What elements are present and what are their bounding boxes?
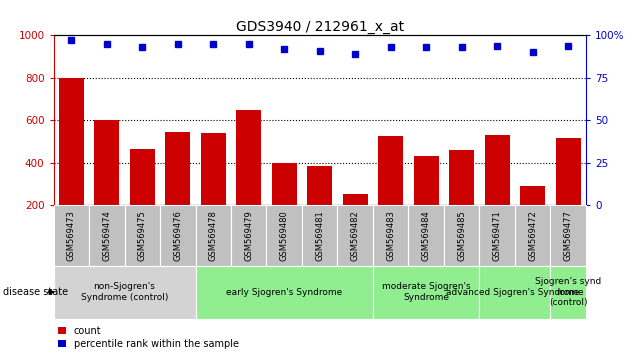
Text: GSM569472: GSM569472 xyxy=(528,210,537,261)
Bar xyxy=(373,266,479,319)
Bar xyxy=(479,205,515,266)
Text: advanced Sjogren's Syndrome: advanced Sjogren's Syndrome xyxy=(446,287,584,297)
Bar xyxy=(479,266,551,319)
Text: Sjogren’s synd
rome
(control): Sjogren’s synd rome (control) xyxy=(535,277,601,307)
Bar xyxy=(484,135,510,248)
Bar xyxy=(54,205,89,266)
Text: GSM569475: GSM569475 xyxy=(138,210,147,261)
Bar xyxy=(444,205,479,266)
Bar xyxy=(160,205,195,266)
Bar xyxy=(307,166,332,248)
Bar xyxy=(414,156,438,248)
Text: GSM569477: GSM569477 xyxy=(564,210,573,261)
Bar xyxy=(378,136,403,248)
Bar xyxy=(94,120,119,248)
Text: early Sjogren's Syndrome: early Sjogren's Syndrome xyxy=(226,287,342,297)
Bar xyxy=(165,132,190,248)
Bar xyxy=(338,205,373,266)
Text: GSM569485: GSM569485 xyxy=(457,210,466,261)
Bar xyxy=(59,78,84,248)
Text: GSM569471: GSM569471 xyxy=(493,210,501,261)
Text: moderate Sjogren's
Syndrome: moderate Sjogren's Syndrome xyxy=(382,282,471,302)
Text: GSM569479: GSM569479 xyxy=(244,210,253,261)
Bar xyxy=(125,205,160,266)
Bar xyxy=(272,163,297,248)
Bar xyxy=(408,205,444,266)
Text: GSM569481: GSM569481 xyxy=(315,210,324,261)
Bar xyxy=(201,133,226,248)
Bar xyxy=(373,205,408,266)
Bar xyxy=(89,205,125,266)
Bar xyxy=(515,205,551,266)
Text: non-Sjogren's
Syndrome (control): non-Sjogren's Syndrome (control) xyxy=(81,282,168,302)
Bar xyxy=(236,110,261,248)
Text: GSM569473: GSM569473 xyxy=(67,210,76,261)
Bar xyxy=(551,266,586,319)
Text: disease state: disease state xyxy=(3,287,68,297)
Bar xyxy=(231,205,266,266)
Bar xyxy=(195,266,373,319)
Bar xyxy=(130,149,155,248)
Text: GSM569478: GSM569478 xyxy=(209,210,218,261)
Bar xyxy=(195,205,231,266)
Bar xyxy=(343,194,368,248)
Bar xyxy=(449,150,474,248)
Bar xyxy=(266,205,302,266)
Bar xyxy=(302,205,338,266)
Text: GSM569484: GSM569484 xyxy=(421,210,431,261)
Text: GSM569476: GSM569476 xyxy=(173,210,182,261)
Legend: count, percentile rank within the sample: count, percentile rank within the sample xyxy=(59,326,239,349)
Bar xyxy=(54,266,195,319)
Bar xyxy=(556,138,581,248)
Text: GSM569483: GSM569483 xyxy=(386,210,395,261)
Text: GSM569474: GSM569474 xyxy=(102,210,112,261)
Title: GDS3940 / 212961_x_at: GDS3940 / 212961_x_at xyxy=(236,21,404,34)
Text: GSM569482: GSM569482 xyxy=(351,210,360,261)
Bar xyxy=(551,205,586,266)
Bar xyxy=(520,186,545,248)
Text: GSM569480: GSM569480 xyxy=(280,210,289,261)
